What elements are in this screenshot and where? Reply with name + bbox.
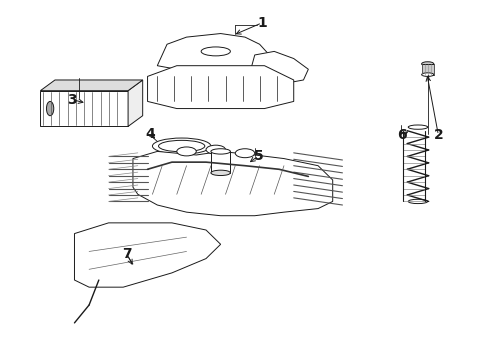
Ellipse shape <box>421 62 434 66</box>
Ellipse shape <box>201 47 230 56</box>
Ellipse shape <box>152 138 211 154</box>
Ellipse shape <box>47 102 54 116</box>
Polygon shape <box>422 64 434 75</box>
Polygon shape <box>128 80 143 126</box>
Ellipse shape <box>177 147 196 156</box>
Polygon shape <box>133 152 333 216</box>
Ellipse shape <box>159 140 205 152</box>
Ellipse shape <box>235 149 255 158</box>
Polygon shape <box>147 66 294 109</box>
Ellipse shape <box>408 125 428 129</box>
Polygon shape <box>211 152 230 173</box>
Polygon shape <box>40 80 143 91</box>
Ellipse shape <box>211 149 230 154</box>
Polygon shape <box>250 51 308 84</box>
Text: 3: 3 <box>67 93 77 107</box>
Text: 5: 5 <box>254 149 264 163</box>
Text: 4: 4 <box>145 127 155 140</box>
Polygon shape <box>74 223 220 287</box>
Text: 1: 1 <box>257 16 267 30</box>
Polygon shape <box>40 91 128 126</box>
Text: 7: 7 <box>122 247 132 261</box>
Polygon shape <box>157 33 270 69</box>
Text: 2: 2 <box>434 129 443 142</box>
Ellipse shape <box>421 73 434 76</box>
Ellipse shape <box>206 145 225 154</box>
Ellipse shape <box>211 170 230 176</box>
Ellipse shape <box>408 199 428 203</box>
Text: 6: 6 <box>397 129 407 142</box>
